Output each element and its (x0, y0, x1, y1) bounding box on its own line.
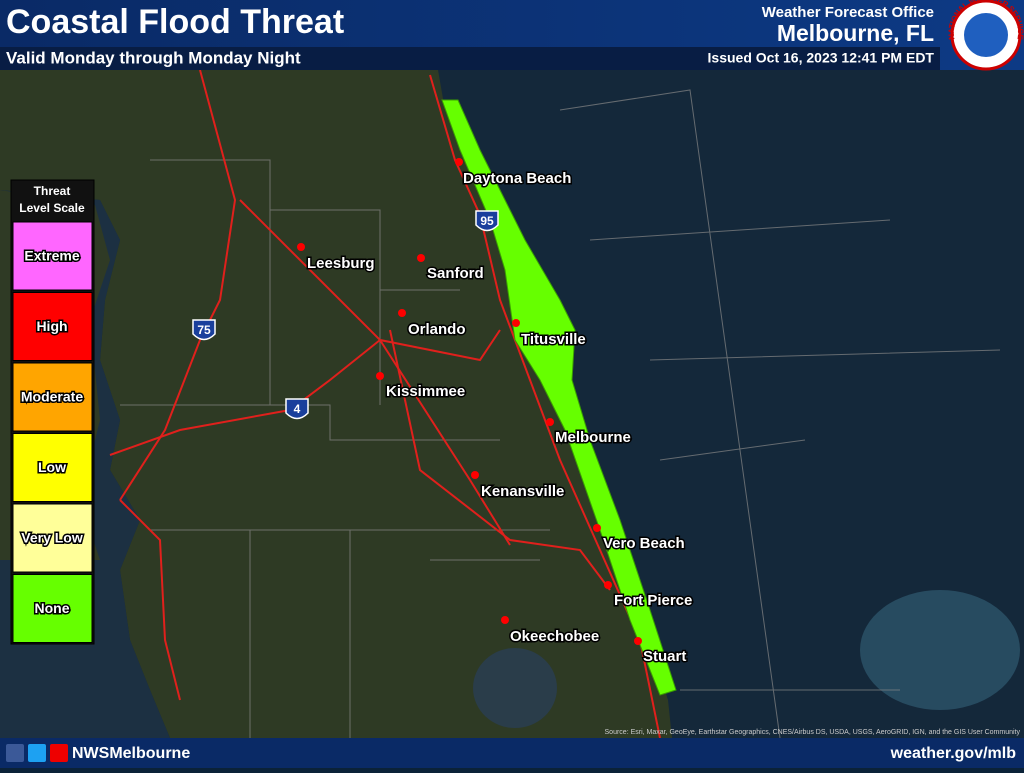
interstate-number: 4 (294, 402, 301, 416)
legend-swatch (12, 433, 93, 502)
city-dot (512, 319, 520, 327)
city-label: Daytona Beach (463, 170, 571, 187)
office-line: Weather Forecast Office (762, 4, 934, 21)
issued: Issued Oct 16, 2023 12:41 PM EDT (708, 50, 935, 66)
city-dot (417, 254, 425, 262)
lake-okeechobee (473, 648, 557, 728)
legend-label: High (36, 318, 67, 334)
city-dot (455, 158, 463, 166)
facebook-icon[interactable] (6, 744, 24, 762)
legend-swatch (12, 221, 93, 291)
city-label: Kenansville (481, 483, 564, 500)
footer-url[interactable]: weather.gov/mlb (890, 745, 1017, 762)
city-label: Leesburg (307, 255, 375, 272)
legend-title: Level Scale (19, 201, 85, 215)
legend-swatch (12, 292, 93, 361)
city-label: Orlando (408, 321, 466, 338)
interstate-shield (192, 319, 216, 341)
footer-handle[interactable]: NWSMelbourne (72, 745, 190, 762)
city-dot (593, 524, 601, 532)
city-dot (546, 418, 554, 426)
city-label: Titusville (521, 331, 586, 348)
legend-title: Threat (34, 184, 71, 198)
legend-label: Moderate (21, 389, 83, 405)
city-dot (471, 471, 479, 479)
city-label: Sanford (427, 265, 484, 282)
city-dot (297, 243, 305, 251)
city-dot (398, 309, 406, 317)
footer-bar (0, 738, 1024, 768)
city-label: Okeechobee (510, 628, 599, 645)
map-source: Source: Esri, Maxar, GeoEye, Earthstar G… (605, 729, 1021, 736)
subheader-bar (0, 47, 940, 70)
city-dot (634, 637, 642, 645)
city-label: Stuart (643, 648, 686, 665)
city-label: Fort Pierce (614, 592, 692, 609)
title: Coastal Flood Threat (6, 3, 344, 41)
office: Melbourne, FL (777, 20, 934, 46)
subtitle: Valid Monday through Monday Night (6, 48, 301, 67)
youtube-icon[interactable] (50, 744, 68, 762)
legend-label: Low (38, 459, 66, 475)
interstate-shield (285, 398, 309, 420)
interstate-number: 95 (480, 214, 494, 228)
city-label: Kissimmee (386, 383, 465, 400)
city-dot (376, 372, 384, 380)
legend-swatch (12, 503, 93, 573)
legend-swatch (12, 574, 93, 643)
legend-label: None (35, 600, 70, 616)
legend-label: Very Low (21, 530, 83, 546)
interstate-number: 75 (197, 323, 211, 337)
city-label: Melbourne (555, 429, 631, 446)
interstate-shield (475, 210, 499, 232)
bahamas-shoal (860, 590, 1020, 710)
city-label: Vero Beach (603, 535, 685, 552)
city-dot (604, 581, 612, 589)
legend-label: Extreme (24, 248, 79, 264)
land (0, 70, 672, 738)
legend-swatch (12, 362, 93, 432)
city-dot (501, 616, 509, 624)
nws-logo-inner (964, 13, 1008, 57)
county-lines (120, 89, 1001, 739)
threat-none-zone (441, 99, 677, 696)
twitter-icon[interactable] (28, 744, 46, 762)
